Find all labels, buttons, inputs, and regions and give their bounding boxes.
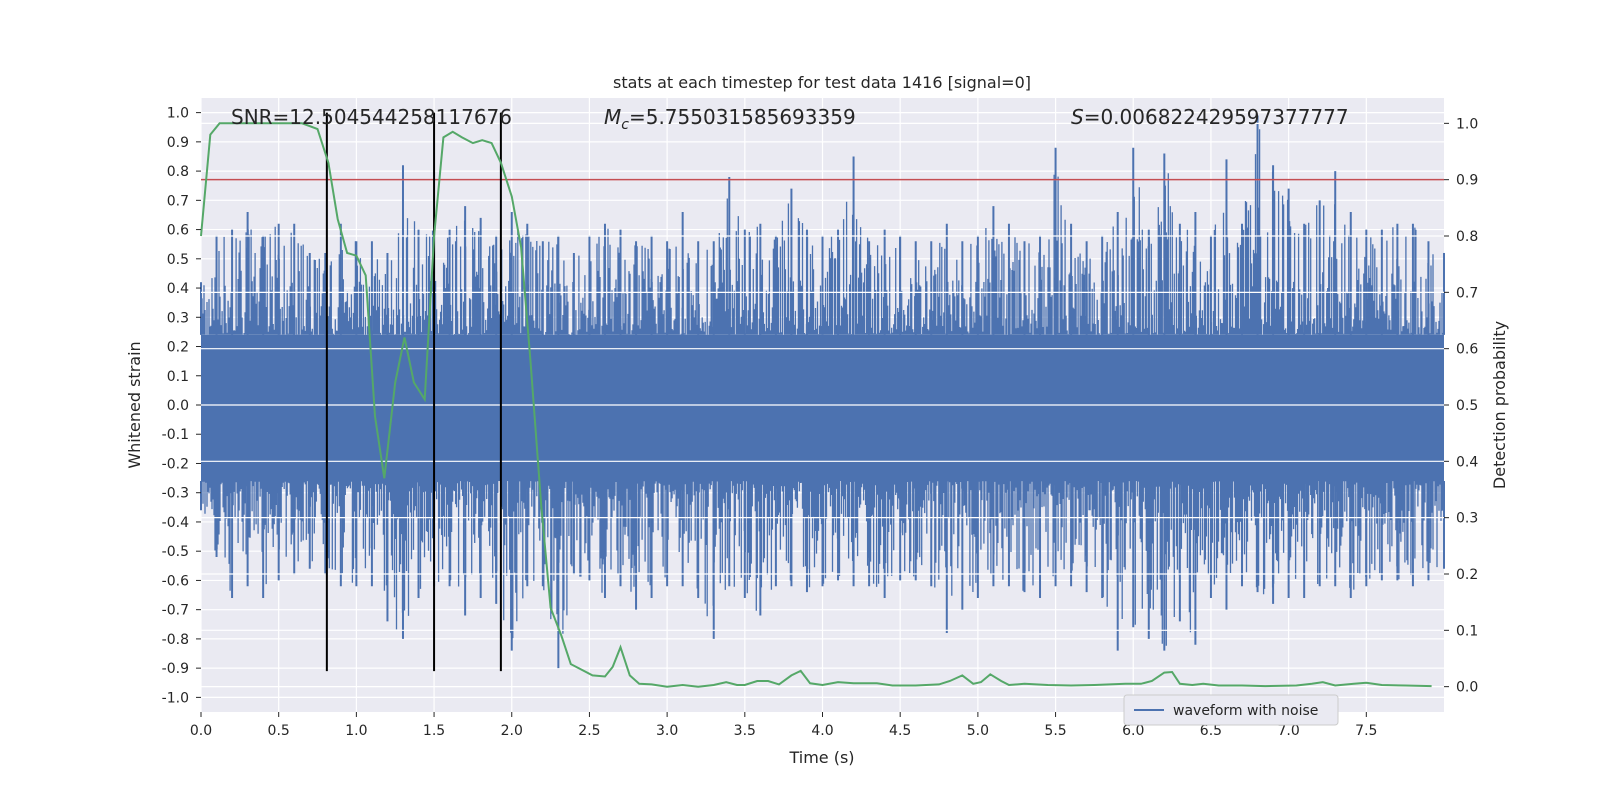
x-tick-label-14: 7.0 xyxy=(1277,723,1299,739)
y-left-tick-label-19: -0.9 xyxy=(162,661,189,677)
y-left-tick-label-11: -0.1 xyxy=(162,427,189,443)
s-value: =0.006822429597377777 xyxy=(1084,105,1349,129)
y-left-axis-label: Whitened strain xyxy=(125,341,144,468)
y-left-tick-label-20: -1.0 xyxy=(162,690,189,706)
y-right-tick-label-8: 0.2 xyxy=(1456,567,1478,583)
y-right-tick-label-0: 1.0 xyxy=(1456,116,1478,132)
y-left-tick-label-9: 0.1 xyxy=(167,369,189,385)
snr-annotation: SNR=12.504544258117676 xyxy=(231,105,512,129)
y-left-tick-label-16: -0.6 xyxy=(162,573,189,589)
y-right-tick-label-2: 0.8 xyxy=(1456,229,1478,245)
x-tick-label-15: 7.5 xyxy=(1355,723,1377,739)
y-left-tick-label-8: 0.2 xyxy=(167,340,189,356)
chirp-mass-subscript: c xyxy=(621,117,629,133)
y-left-tick-label-2: 0.8 xyxy=(167,164,189,180)
y-left-tick-label-12: -0.2 xyxy=(162,456,189,472)
y-left-tick-label-15: -0.5 xyxy=(162,544,189,560)
y-left-tick-label-17: -0.7 xyxy=(162,603,189,619)
y-left-tick-label-10: 0.0 xyxy=(167,398,189,414)
x-tick-label-8: 4.0 xyxy=(811,723,833,739)
probability-layer xyxy=(200,122,1432,688)
chart-title: stats at each timestep for test data 141… xyxy=(613,73,1031,92)
y-left-ticks: 1.0 0.9 0.8 0.7 0.6 0.5 0.4 0.3 0.2 0.1 0.0 -0.1 -0.… xyxy=(162,106,201,706)
x-tick-label-0: 0.0 xyxy=(190,723,212,739)
chirp-mass-symbol: M xyxy=(604,105,621,129)
x-tick-label-3: 1.5 xyxy=(423,723,445,739)
y-left-tick-label-5: 0.5 xyxy=(167,252,189,268)
chirp-mass-annotation: Mc=5.755031585693359 xyxy=(604,105,856,133)
y-right-tick-label-4: 0.6 xyxy=(1456,342,1478,358)
legend: waveform with noise xyxy=(1123,694,1339,726)
y-right-tick-label-3: 0.7 xyxy=(1456,285,1478,301)
y-left-tick-label-18: -0.8 xyxy=(162,632,189,648)
y-left-tick-label-3: 0.7 xyxy=(167,193,189,209)
x-tick-label-9: 4.5 xyxy=(889,723,911,739)
x-tick-label-10: 5.0 xyxy=(967,723,989,739)
y-right-tick-label-10: 0.0 xyxy=(1456,680,1478,696)
s-symbol: S xyxy=(1071,105,1084,129)
y-right-tick-label-5: 0.5 xyxy=(1456,398,1478,414)
y-left-tick-label-7: 0.3 xyxy=(167,310,189,326)
chirp-mass-value: =5.755031585693359 xyxy=(629,105,856,129)
y-left-tick-label-4: 0.6 xyxy=(167,223,189,239)
x-tick-label-1: 0.5 xyxy=(268,723,290,739)
y-right-ticks: 1.0 0.9 0.8 0.7 0.6 0.5 0.4 0.3 0.2 0.1 0.0 xyxy=(1444,116,1478,696)
y-right-tick-label-9: 0.1 xyxy=(1456,623,1478,639)
x-tick-label-7: 3.5 xyxy=(734,723,756,739)
y-left-tick-label-13: -0.3 xyxy=(162,486,189,502)
legend-label-waveform: waveform with noise xyxy=(1173,703,1318,719)
s-annotation: S=0.006822429597377777 xyxy=(1071,105,1349,129)
x-tick-label-2: 1.0 xyxy=(345,723,367,739)
y-left-tick-label-1: 0.9 xyxy=(167,135,189,151)
x-tick-label-5: 2.5 xyxy=(578,723,600,739)
detection-probability-line xyxy=(200,122,1432,688)
grid-over-strain xyxy=(201,122,1444,688)
x-tick-label-4: 2.0 xyxy=(501,723,523,739)
legend-box xyxy=(1123,694,1339,726)
y-left-tick-label-14: -0.4 xyxy=(162,515,189,531)
y-left-tick-label-6: 0.4 xyxy=(167,281,189,297)
y-right-tick-label-1: 0.9 xyxy=(1456,173,1478,189)
y-right-axis-label: Detection probability xyxy=(1490,321,1509,489)
y-left-tick-label-0: 1.0 xyxy=(167,106,189,122)
y-right-tick-label-7: 0.3 xyxy=(1456,511,1478,527)
x-axis-label: Time (s) xyxy=(788,748,854,767)
x-ticks: 0.0 0.5 1.0 1.5 2.0 2.5 3.0 3.5 4.0 4.5 5.0 5.5 6.0 6… xyxy=(190,712,1377,739)
x-tick-label-6: 3.0 xyxy=(656,723,678,739)
y-right-tick-label-6: 0.4 xyxy=(1456,454,1478,470)
x-tick-label-11: 5.5 xyxy=(1044,723,1066,739)
x-tick-label-13: 6.5 xyxy=(1200,723,1222,739)
x-tick-label-12: 6.0 xyxy=(1122,723,1144,739)
marker-layer xyxy=(201,112,1444,672)
